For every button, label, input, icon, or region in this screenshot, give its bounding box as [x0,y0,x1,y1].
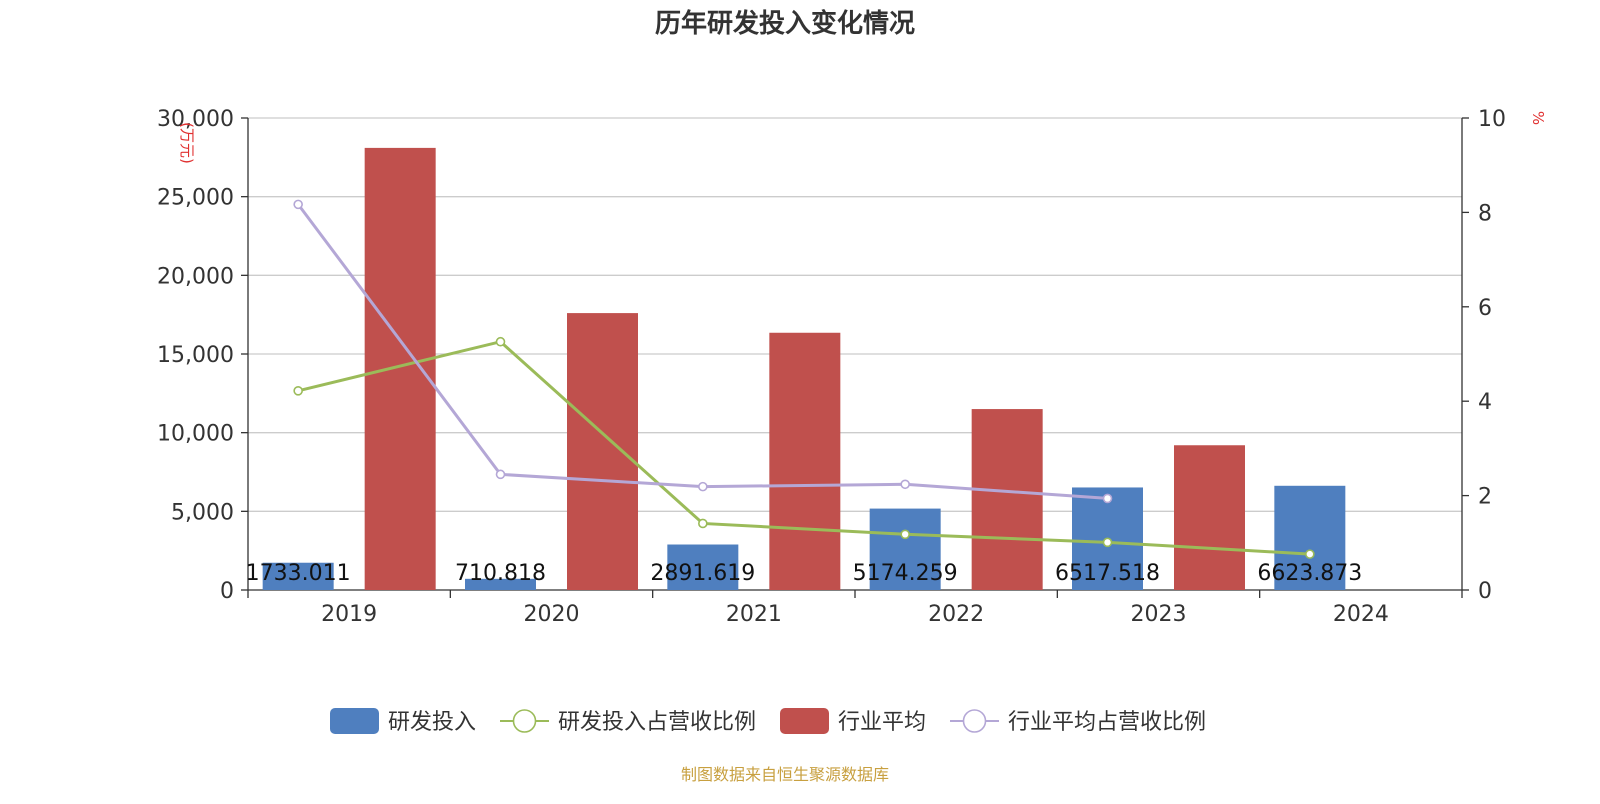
bar-rd-investment [869,508,941,590]
bar-industry-average [971,409,1043,590]
legend-item: 研发投入占营收比例 [500,709,756,735]
line-point [1305,549,1315,559]
legend-label: 行业平均占营收比例 [1008,710,1206,735]
legend-label: 行业平均 [838,710,926,735]
right-tick-label: 2 [1478,485,1492,510]
x-tick-label: 2024 [1333,602,1389,627]
bar-value-label: 710.818 [455,561,546,586]
right-tick-label: 0 [1478,579,1492,604]
bar-value-label: 5174.259 [853,561,958,586]
x-tick-label: 2021 [726,602,782,627]
left-tick-label: 0 [220,579,234,604]
line-point [1102,537,1113,548]
legend-bar-swatch [780,708,829,734]
bar-industry-average [364,147,436,591]
right-tick-label: 8 [1478,201,1492,226]
line-layer [293,199,1315,559]
legend-item: 行业平均占营收比例 [950,709,1206,735]
legend-bar-swatch [330,708,379,734]
x-tick-label: 2023 [1131,602,1187,627]
right-tick-label: 4 [1478,390,1492,415]
bar-industry-average [1174,445,1245,590]
bar-layer [262,147,1346,591]
x-tick-label: 2019 [321,602,377,627]
x-tick-label: 2020 [524,602,580,627]
left-tick-label: 15,000 [157,343,234,368]
series-line-rd-ratio [297,340,1310,556]
line-point [698,481,708,492]
left-tick-label: 10,000 [157,422,234,447]
left-unit-label: (万元) [178,122,196,164]
left-tick-label: 5,000 [171,500,234,525]
bar-rd-investment [667,544,739,590]
line-point [293,199,303,210]
right-tick-label: 10 [1478,107,1506,132]
left-tick-label: 20,000 [157,264,234,289]
legend-line-marker [962,709,987,733]
source-text: 制图数据来自恒生聚源数据库 [681,765,889,784]
right-unit-label: % [1529,111,1547,125]
bar-value-label: 1733.011 [246,561,351,586]
label-layer: 1733.011 710.818 2891.619 5174.259 6517.518 6… [246,561,1363,586]
left-tick-label: 25,000 [157,186,234,211]
legend-item: 行业平均 [780,708,926,735]
bar-rd-investment [465,578,536,590]
bar-industry-average [567,313,638,590]
left-tick-label: 30,000 [157,107,234,132]
line-point [698,518,708,529]
legend-label: 研发投入 [388,710,476,735]
line-point [495,336,506,347]
axis-layer: 0 5,000 10,000 15,000 20,000 25,000 30,000 0 2 4 6… [157,107,1547,627]
line-point [900,479,910,490]
bar-value-label: 6517.518 [1055,561,1160,586]
bar-value-label: 6623.873 [1257,561,1362,586]
legend: 研发投入 研发投入占营收比例 行业平均 行业平均占营收比例 [330,708,1206,735]
bar-value-label: 2891.619 [650,561,755,586]
line-point [293,386,303,396]
line-point [495,469,506,480]
line-point [1102,493,1113,504]
legend-label: 研发投入占营收比例 [558,710,756,735]
legend-line-marker [512,709,537,733]
right-tick-label: 6 [1478,296,1492,321]
bar-industry-average [769,332,841,590]
line-point [900,529,910,540]
bar-rd-investment [262,562,334,590]
chart-title: 历年研发投入变化情况 [655,8,915,39]
legend-item: 研发投入 [330,708,476,735]
x-tick-label: 2022 [928,602,984,627]
bar-rd-investment [1274,485,1346,590]
